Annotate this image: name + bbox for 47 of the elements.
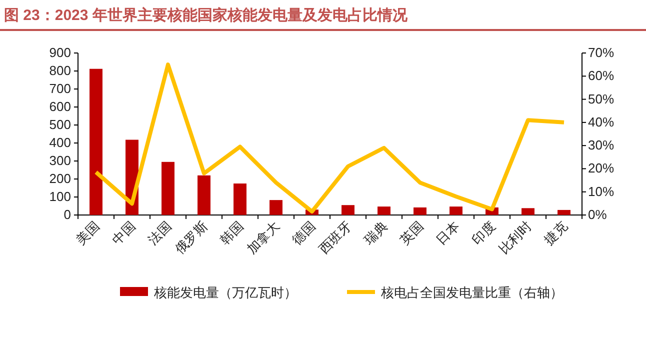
bar xyxy=(558,210,570,215)
bar xyxy=(90,68,102,215)
x-tick-label: 英国 xyxy=(397,218,426,248)
legend-label: 核能发电量（万亿瓦时） xyxy=(153,285,297,300)
bar xyxy=(234,184,246,215)
y2-tick-label: 10% xyxy=(588,184,614,199)
x-tick-label: 日本 xyxy=(433,218,462,248)
y2-tick-label: 40% xyxy=(588,114,614,130)
bar xyxy=(162,162,174,215)
y-tick-label: 100 xyxy=(49,189,71,204)
y2-tick-label: 50% xyxy=(588,91,614,106)
legend-label: 核电占全国发电量比重（右轴） xyxy=(380,285,563,300)
chart-title: 图 23：2023 年世界主要核能国家核能发电量及发电占比情况 xyxy=(4,6,408,24)
x-tick-label: 法国 xyxy=(145,218,174,248)
y-tick-label: 600 xyxy=(49,99,71,114)
y-tick-label: 300 xyxy=(49,153,71,168)
bar xyxy=(414,207,426,215)
line-series xyxy=(94,62,566,214)
y-tick-label: 200 xyxy=(49,171,71,186)
x-tick-label: 加拿大 xyxy=(244,218,282,257)
y-tick-label: 900 xyxy=(49,45,71,60)
y2-tick-label: 60% xyxy=(588,68,614,84)
y-tick-label: 500 xyxy=(49,117,71,132)
bar xyxy=(378,206,390,215)
bar xyxy=(450,206,462,215)
bar xyxy=(522,208,534,215)
x-tick-label: 印度 xyxy=(469,218,498,248)
bar xyxy=(342,205,354,215)
x-tick-label: 俄罗斯 xyxy=(172,218,210,257)
y-tick-label: 700 xyxy=(49,81,71,96)
x-tick-label: 捷克 xyxy=(541,218,570,248)
y2-tick-label: 30% xyxy=(588,138,614,153)
y2-tick-label: 0% xyxy=(588,207,608,222)
x-tick-label: 瑞典 xyxy=(361,218,390,248)
bar xyxy=(198,175,210,215)
y-tick-label: 400 xyxy=(49,135,71,150)
x-tick-label: 美国 xyxy=(73,218,102,248)
y2-tick-label: 20% xyxy=(588,160,614,176)
x-tick-label: 中国 xyxy=(109,218,138,248)
x-tick-label: 西班牙 xyxy=(316,218,354,257)
y-tick-label: 0 xyxy=(64,207,71,222)
x-tick-label: 德国 xyxy=(289,218,318,248)
y2-tick-label: 70% xyxy=(588,45,614,60)
x-tick-label: 韩国 xyxy=(217,218,246,248)
x-tick-label: 比利时 xyxy=(496,218,534,257)
bar xyxy=(270,200,282,215)
y-tick-label: 800 xyxy=(49,63,71,78)
